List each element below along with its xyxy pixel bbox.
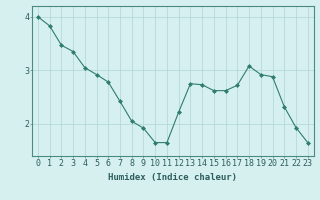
X-axis label: Humidex (Indice chaleur): Humidex (Indice chaleur) [108,173,237,182]
